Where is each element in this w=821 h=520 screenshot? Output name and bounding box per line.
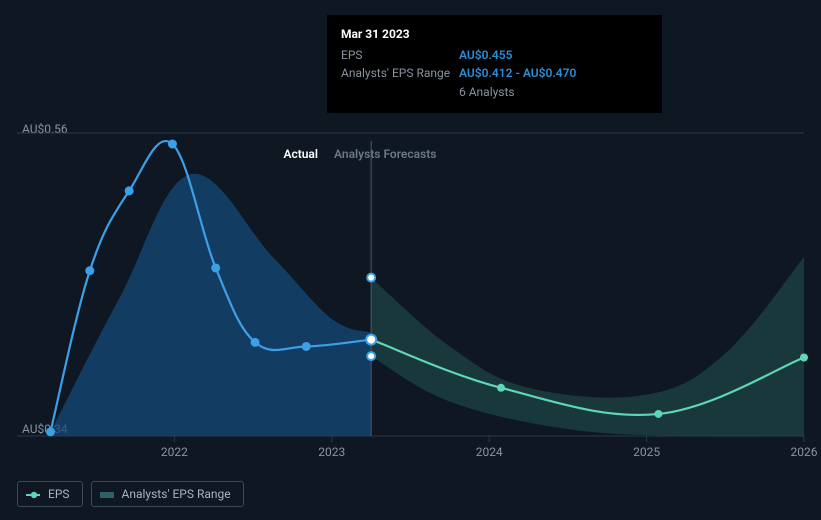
chart-tooltip: Mar 31 2023 EPS AU$0.455 Analysts' EPS R… — [327, 15, 662, 113]
tooltip-range-label: Analysts' EPS Range — [341, 64, 459, 83]
svg-text:2026: 2026 — [791, 445, 818, 459]
legend-item-range[interactable]: Analysts' EPS Range — [91, 481, 244, 507]
svg-text:2024: 2024 — [476, 445, 503, 459]
legend-swatch-range — [100, 490, 114, 498]
tooltip-analyst-count: 6 Analysts — [459, 83, 648, 102]
legend-item-eps[interactable]: EPS — [17, 481, 83, 507]
tooltip-eps-value: AU$0.455 — [459, 46, 512, 65]
legend-swatch-eps — [26, 490, 40, 498]
tooltip-date: Mar 31 2023 — [341, 25, 648, 44]
tooltip-range-value: AU$0.412 - AU$0.470 — [459, 64, 576, 83]
legend-label-eps: EPS — [48, 487, 70, 501]
svg-text:2023: 2023 — [318, 445, 345, 459]
eps-forecast-chart: Mar 31 2023 EPS AU$0.455 Analysts' EPS R… — [0, 0, 821, 520]
tooltip-eps-label: EPS — [341, 46, 459, 65]
legend-label-range: Analysts' EPS Range — [122, 487, 231, 501]
chart-legend: EPS Analysts' EPS Range — [17, 481, 244, 507]
svg-text:2022: 2022 — [161, 445, 188, 459]
svg-text:2025: 2025 — [633, 445, 660, 459]
